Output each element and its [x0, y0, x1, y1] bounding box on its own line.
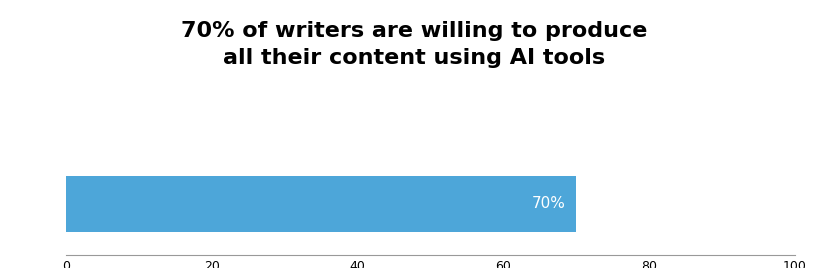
Text: 70%: 70%	[531, 196, 565, 211]
Text: 70% of writers are willing to produce
all their content using AI tools: 70% of writers are willing to produce al…	[180, 21, 647, 68]
Bar	[66, 176, 576, 232]
